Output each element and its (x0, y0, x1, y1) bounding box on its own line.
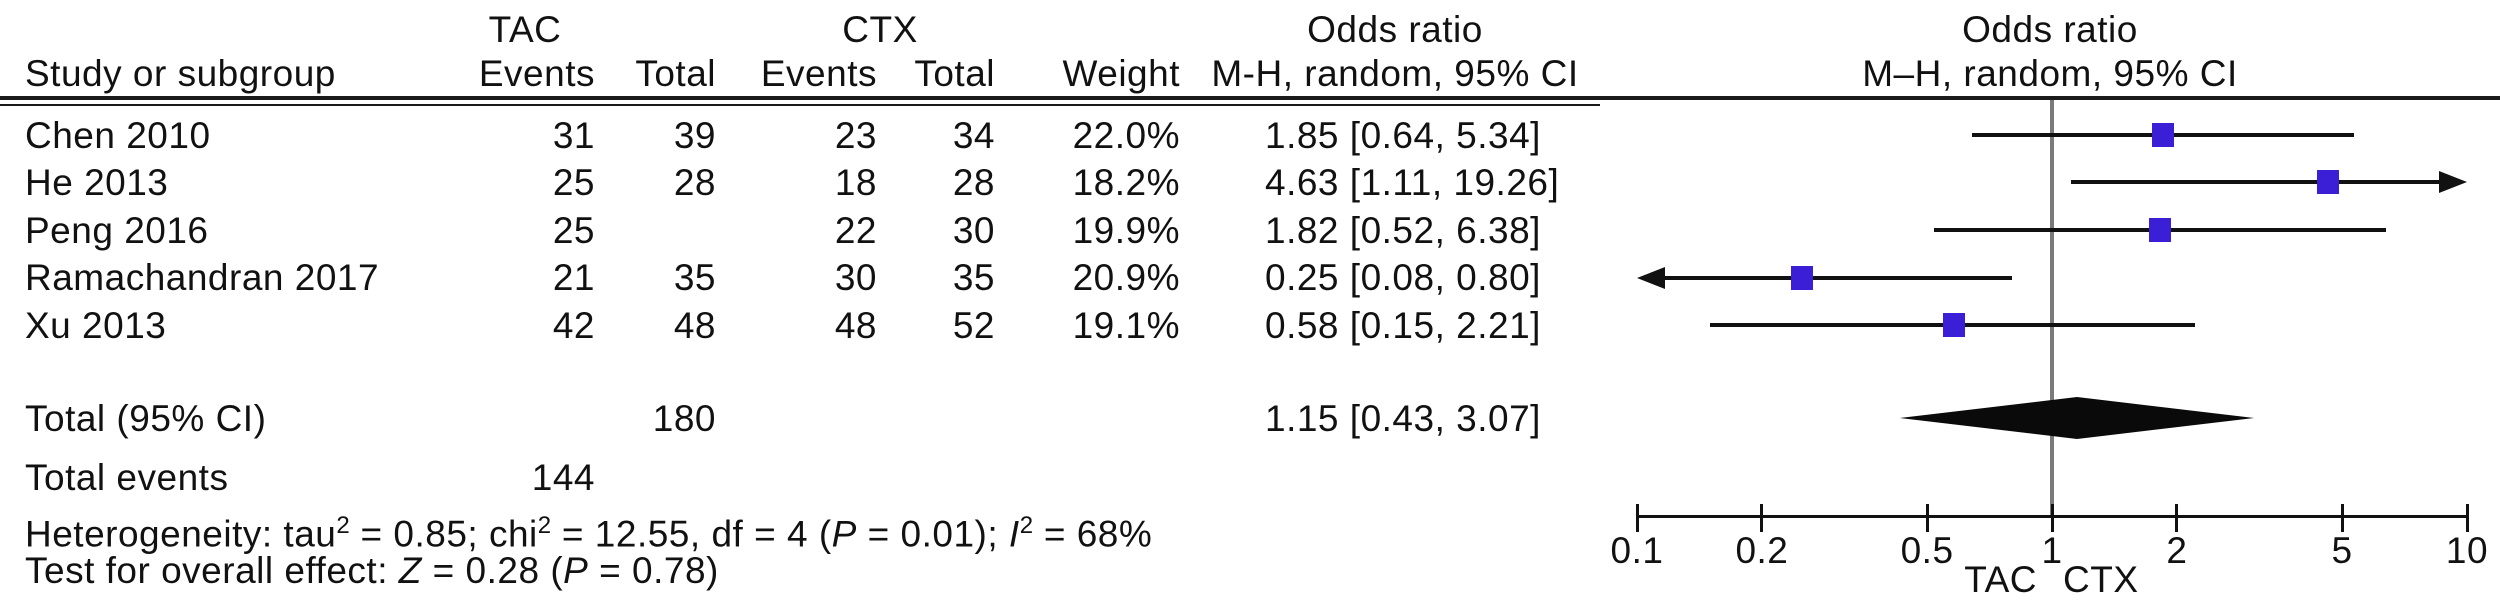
table-row: Ramachandran 2017 21 35 30 35 20.9% 0.25… (0, 254, 1620, 301)
table-row: He 2013 25 28 18 28 18.2% 4.63 [1.11, 19… (0, 159, 1620, 206)
x-axis-tick (1635, 504, 1639, 532)
study-name: Peng 2016 (25, 210, 209, 251)
tac-total-value: 48 (673, 305, 716, 346)
ctx-events-value: 30 (834, 257, 877, 298)
weight-column-header: Weight (1062, 53, 1180, 94)
tac-events-value: 25 (552, 162, 595, 203)
or-ci-value: 4.63 [1.11, 19.26] (1265, 162, 1560, 203)
effect-size-marker (1942, 313, 1965, 337)
tac-events-value: 42 (552, 305, 595, 346)
ctx-events-value: 23 (834, 115, 877, 156)
x-axis-tick-label: 0.1 (1610, 530, 1664, 571)
tac-events-value: 21 (552, 257, 595, 298)
ctx-total-value: 35 (952, 257, 995, 298)
total-tac-total-value: 180 (652, 398, 716, 439)
study-name: Ramachandran 2017 (25, 257, 380, 298)
or-ci-value: 1.85 [0.64, 5.34] (1265, 115, 1541, 156)
table-row: Peng 2016 25 22 30 19.9% 1.82 [0.52, 6.3… (0, 207, 1620, 254)
tac-events-column-header: Events (478, 53, 595, 94)
weight-value: 20.9% (1072, 257, 1180, 298)
tac-group-header: TAC (488, 9, 562, 50)
x-axis-tick (2175, 504, 2179, 532)
x-axis-tick (2050, 504, 2054, 532)
tac-total-value: 35 (673, 257, 716, 298)
study-column-header: Study or subgroup (25, 53, 336, 94)
favors-tac-label: TAC (1964, 559, 2037, 600)
pooled-effect-diamond (1899, 397, 2255, 439)
ctx-total-value: 34 (952, 115, 995, 156)
x-axis-tick-label: 0.5 (1900, 530, 1954, 571)
ctx-total-column-header: Total (914, 53, 995, 94)
study-name: Xu 2013 (25, 305, 167, 346)
x-axis-tick (1760, 504, 1764, 532)
total-or-ci-value: 1.15 [0.43, 3.07] (1265, 398, 1541, 439)
ci-left-arrow (1637, 267, 1665, 289)
tac-total-column-header: Total (635, 53, 716, 94)
favors-ctx-label: CTX (2063, 559, 2139, 600)
effect-size-marker (2148, 218, 2171, 242)
effect-size-marker (1791, 266, 1814, 290)
total-events-label: Total events (25, 457, 229, 498)
x-axis-tick-label: 2 (2166, 530, 2188, 571)
mh-ci-left-header: M-H, random, 95% CI (1211, 53, 1579, 94)
ctx-group-header: CTX (842, 9, 918, 50)
ctx-total-value: 28 (952, 162, 995, 203)
weight-value: 18.2% (1072, 162, 1180, 203)
weight-value: 19.1% (1072, 305, 1180, 346)
x-axis-tick (1925, 504, 1929, 532)
x-axis-tick-label: 1 (2041, 530, 2063, 571)
x-axis-tick-label: 5 (2331, 530, 2353, 571)
x-axis-tick-label: 0.2 (1735, 530, 1789, 571)
ctx-total-value: 30 (952, 210, 995, 251)
ci-right-arrow (2439, 171, 2467, 193)
heterogeneity-note: Heterogeneity: tau2 = 0.85; chi2 = 12.55… (25, 512, 1153, 555)
confidence-interval-line (2070, 180, 2439, 184)
ctx-events-value: 48 (834, 305, 877, 346)
table-row: Xu 2013 42 48 48 52 19.1% 0.58 [0.15, 2.… (0, 302, 1620, 349)
header-rule (0, 96, 2500, 100)
x-axis-tick (2465, 504, 2469, 532)
effect-size-marker (2317, 170, 2340, 194)
total-events-row: Total events 144 (0, 454, 1620, 501)
ctx-events-value: 18 (834, 162, 877, 203)
or-ci-value: 0.58 [0.15, 2.21] (1265, 305, 1541, 346)
odds-ratio-left-title: Odds ratio (1307, 9, 1483, 50)
column-header-row: Study or subgroup Events Total Events To… (0, 52, 1620, 96)
confidence-interval-line (1665, 276, 2012, 280)
total-row: Total (95% CI) 180 1.15 [0.43, 3.07] (0, 395, 1620, 442)
x-axis-tick (2340, 504, 2344, 532)
study-name: Chen 2010 (25, 115, 211, 156)
study-name: He 2013 (25, 162, 169, 203)
or-ci-value: 0.25 [0.08, 0.80] (1265, 257, 1541, 298)
odds-ratio-right-title: Odds ratio (1962, 9, 2138, 50)
ctx-events-value: 22 (834, 210, 877, 251)
ctx-total-value: 52 (952, 305, 995, 346)
tac-total-value: 39 (673, 115, 716, 156)
ctx-events-column-header: Events (760, 53, 877, 94)
total-events-value: 144 (531, 457, 595, 498)
weight-value: 19.9% (1072, 210, 1180, 251)
header-rule-secondary (0, 104, 1600, 106)
group-header-row: TAC CTX Odds ratio (0, 8, 1620, 52)
or-ci-value: 1.82 [0.52, 6.38] (1265, 210, 1541, 251)
mh-ci-right-header: M–H, random, 95% CI (1862, 53, 2238, 94)
tac-total-value: 28 (673, 162, 716, 203)
tac-events-value: 25 (552, 210, 595, 251)
tac-events-value: 31 (552, 115, 595, 156)
x-axis-tick-label: 10 (2445, 530, 2489, 571)
total-label: Total (95% CI) (25, 398, 267, 439)
overall-effect-note: Test for overall effect: Z = 0.28 (P = 0… (25, 550, 719, 591)
table-row: Chen 2010 31 39 23 34 22.0% 1.85 [0.64, … (0, 112, 1620, 159)
null-effect-line (2050, 100, 2054, 518)
weight-value: 22.0% (1072, 115, 1180, 156)
effect-size-marker (2151, 123, 2174, 147)
